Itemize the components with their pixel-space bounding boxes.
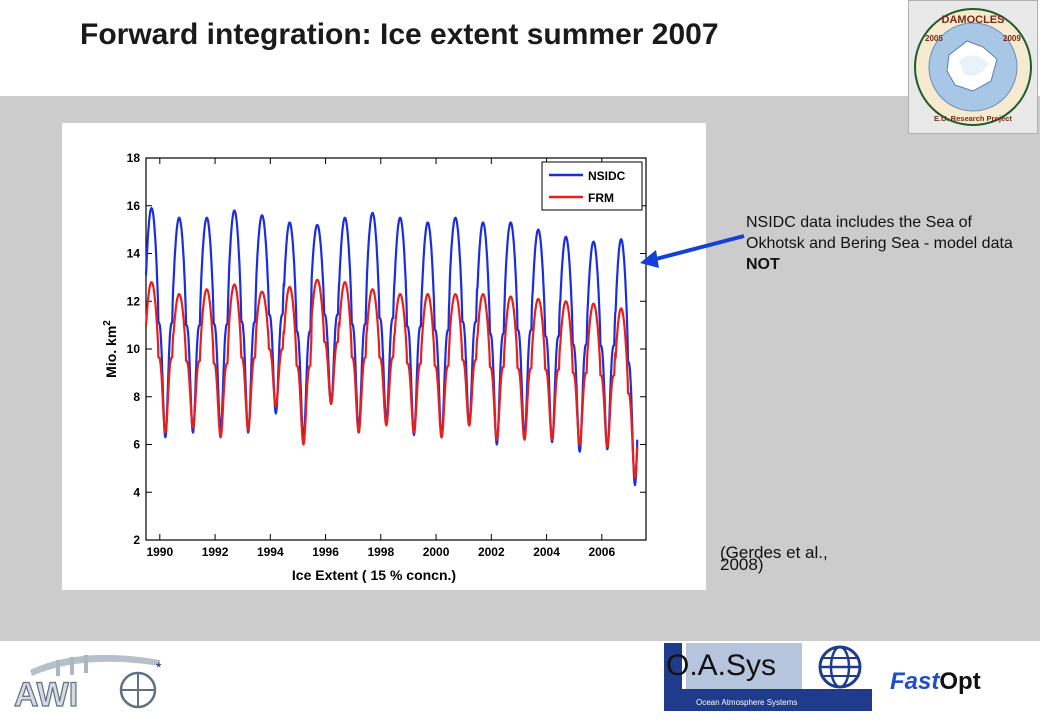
x-tick-label: 1994	[257, 545, 284, 559]
annotation-note-emphasis: NOT	[746, 256, 780, 273]
slide-title: Forward integration: Ice extent summer 2…	[80, 18, 719, 51]
oasys-logo-text: O.A.Sys	[666, 649, 776, 682]
y-tick-label: 16	[127, 199, 141, 213]
x-tick-label: 2000	[423, 545, 450, 559]
damocles-subtitle: E.U. Research Project	[934, 114, 1012, 123]
y-axis-label-text: Mio. km	[103, 326, 119, 378]
chart-series	[144, 206, 639, 487]
x-tick-label: 1998	[367, 545, 394, 559]
y-tick-label: 8	[133, 390, 140, 404]
citation-line-2: 2008)	[720, 555, 764, 574]
damocles-year-right: 2009	[1003, 34, 1021, 43]
y-tick-label: 10	[127, 342, 141, 356]
chart-panel: 2 4 6 8 10 12 14 16 18 1990 1992 1994 1996 1998 2000 20…	[62, 123, 706, 590]
awi-logo: AWI *	[10, 642, 170, 715]
y-axis-label: Mio. km2	[102, 320, 119, 378]
x-tick-label: 2004	[533, 545, 560, 559]
y-axis-label-superscript: 2	[102, 320, 113, 326]
y-tick-label: 18	[127, 151, 141, 165]
x-tick-label: 2006	[588, 545, 615, 559]
y-tick-label: 6	[133, 438, 140, 452]
series-line-frm	[144, 278, 639, 479]
damocles-year-left: 2005	[925, 34, 943, 43]
svg-text:*: *	[156, 659, 162, 675]
y-tick-label: 2	[133, 533, 140, 547]
legend-box	[541, 161, 643, 211]
series-line-nsidc	[144, 206, 639, 487]
legend-frm-label: FRM	[588, 191, 614, 205]
x-axis-label: Ice Extent ( 15 % concn.)	[292, 567, 456, 583]
awi-logo-text: AWI	[14, 676, 78, 712]
globe-icon	[818, 645, 862, 689]
legend-nsidc-label: NSIDC	[588, 169, 626, 183]
citation-line-1: (Gerdes et al.,	[720, 543, 828, 562]
chart-axes: 2 4 6 8 10 12 14 16 18 1990 1992 1994 1996 1998 2000 20…	[127, 151, 646, 559]
x-tick-label: 1996	[312, 545, 339, 559]
fastopt-logo-part2: Opt	[939, 668, 981, 695]
annotation-note: NSIDC data includes the Sea of Okhotsk a…	[746, 212, 1026, 275]
y-tick-label: 4	[133, 485, 140, 499]
chart-legend: NSIDC FRM	[541, 161, 643, 211]
oasys-logo: O.A.Sys Ocean Atmosphere Systems	[664, 643, 874, 711]
x-tick-label: 1992	[202, 545, 229, 559]
x-tick-label: 2002	[478, 545, 505, 559]
annotation-note-text: NSIDC data includes the Sea of Okhotsk a…	[746, 214, 1013, 252]
x-tick-label: 1990	[146, 545, 173, 559]
oasys-logo-subtitle: Ocean Atmosphere Systems	[696, 698, 797, 707]
fastopt-logo-part1: Fast	[890, 668, 940, 695]
damocles-logo: DAMOCLES 2005 2009 E.U. Research Project	[908, 0, 1038, 134]
y-tick-label: 14	[127, 247, 141, 261]
damocles-brand-text: DAMOCLES	[942, 14, 1005, 26]
citation: (Gerdes et al., 2008)	[720, 543, 870, 574]
ice-extent-chart: 2 4 6 8 10 12 14 16 18 1990 1992 1994 1996 1998 2000 20…	[102, 151, 647, 583]
y-tick-label: 12	[127, 294, 141, 308]
fastopt-logo: FastOpt	[890, 668, 981, 696]
